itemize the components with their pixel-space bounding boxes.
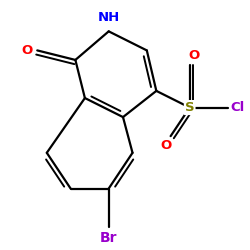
Text: O: O [160,138,172,151]
Text: Br: Br [100,232,117,245]
Text: Cl: Cl [230,101,244,114]
Text: S: S [185,101,194,114]
Text: O: O [21,44,32,57]
Text: O: O [189,49,200,62]
Text: NH: NH [98,11,120,24]
